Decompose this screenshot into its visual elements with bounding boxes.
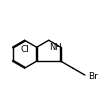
Text: Cl: Cl (20, 45, 29, 54)
Text: NH: NH (49, 43, 62, 52)
Text: Br: Br (88, 72, 98, 81)
